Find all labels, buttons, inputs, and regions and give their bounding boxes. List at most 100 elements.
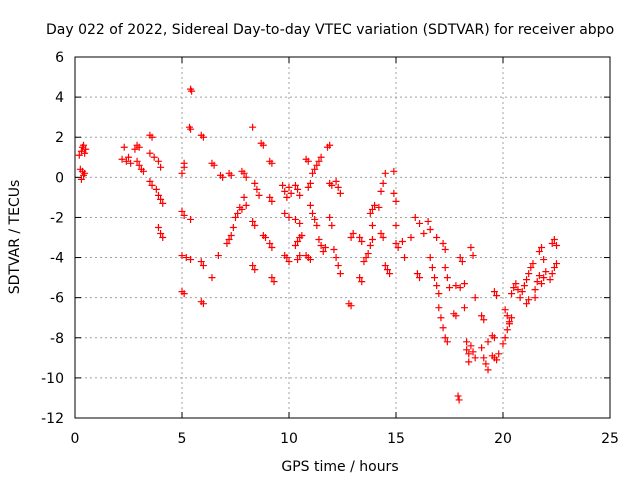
data-point	[148, 181, 156, 189]
data-point	[152, 185, 160, 193]
data-point	[334, 183, 342, 191]
x-tick-label: 10	[280, 431, 298, 447]
data-point	[478, 312, 486, 320]
data-point	[133, 157, 141, 165]
data-point	[309, 169, 317, 177]
data-point	[240, 193, 248, 201]
data-point	[178, 252, 186, 260]
data-point	[311, 165, 319, 173]
data-point	[349, 229, 357, 237]
data-point	[242, 201, 250, 209]
data-point	[296, 252, 304, 260]
data-point	[178, 207, 186, 215]
grid	[75, 57, 610, 418]
data-point	[225, 236, 233, 244]
data-point	[499, 340, 507, 348]
data-point	[463, 346, 471, 354]
data-point	[268, 159, 276, 167]
y-tick-label: -4	[50, 251, 64, 267]
data-point	[75, 151, 83, 159]
data-point	[368, 236, 376, 244]
data-point	[471, 294, 479, 302]
data-point	[392, 221, 400, 229]
data-point	[366, 242, 374, 250]
data-point	[81, 149, 89, 157]
data-point	[435, 290, 443, 298]
data-point	[317, 153, 325, 161]
data-point	[383, 266, 391, 274]
data-point	[270, 278, 278, 286]
data-point	[490, 334, 498, 342]
data-point	[469, 348, 477, 356]
data-point	[460, 304, 468, 312]
data-point	[480, 354, 488, 362]
data-point	[550, 264, 558, 272]
data-point	[259, 141, 267, 149]
data-point	[249, 123, 257, 131]
data-point	[533, 278, 541, 286]
data-point	[398, 238, 406, 246]
data-point	[362, 254, 370, 262]
data-point	[356, 274, 364, 282]
data-point	[180, 290, 188, 298]
data-point	[439, 324, 447, 332]
data-point	[296, 191, 304, 199]
data-point	[455, 396, 463, 404]
data-point	[326, 141, 334, 149]
data-point	[413, 270, 421, 278]
data-point	[148, 133, 156, 141]
data-point	[291, 242, 299, 250]
data-point	[503, 326, 511, 334]
data-point	[261, 234, 269, 241]
data-point	[291, 215, 299, 223]
plot-frame	[74, 56, 611, 419]
data-point	[480, 316, 488, 324]
data-point	[377, 229, 385, 237]
data-point	[495, 350, 503, 358]
data-point	[540, 256, 548, 264]
data-point	[326, 213, 334, 221]
data-point	[416, 219, 424, 227]
data-point	[441, 264, 449, 272]
data-point	[546, 276, 554, 284]
data-point	[127, 159, 135, 167]
data-point	[454, 392, 462, 400]
x-tick-label: 0	[71, 431, 80, 447]
data-point	[424, 217, 432, 225]
data-point	[366, 209, 374, 217]
data-point	[178, 169, 186, 177]
data-point	[553, 260, 560, 268]
data-point	[332, 177, 340, 185]
data-point	[283, 254, 291, 262]
data-point	[336, 270, 344, 278]
data-point	[122, 157, 130, 165]
data-point	[240, 169, 248, 177]
data-point	[407, 234, 415, 241]
data-point	[214, 252, 222, 260]
data-point	[309, 209, 317, 217]
data-point	[356, 234, 364, 241]
data-point	[501, 306, 509, 314]
data-point	[313, 221, 321, 229]
data-point	[428, 264, 436, 272]
data-point	[82, 145, 90, 153]
data-point	[234, 209, 242, 217]
data-point	[452, 312, 460, 320]
data-point	[281, 209, 289, 217]
data-point	[441, 334, 449, 342]
data-point	[503, 312, 511, 320]
data-point	[223, 240, 231, 248]
data-point	[249, 262, 257, 270]
data-point	[392, 240, 400, 248]
data-point	[469, 252, 477, 260]
data-point	[159, 234, 167, 241]
data-point	[266, 240, 274, 248]
y-axis-label: SDTVAR / TECUs	[7, 180, 23, 295]
data-point	[531, 286, 539, 294]
data-point	[535, 248, 543, 256]
data-point	[347, 302, 355, 310]
data-point	[360, 258, 368, 266]
data-point	[435, 304, 443, 312]
data-point	[379, 179, 387, 187]
data-point	[548, 240, 556, 248]
